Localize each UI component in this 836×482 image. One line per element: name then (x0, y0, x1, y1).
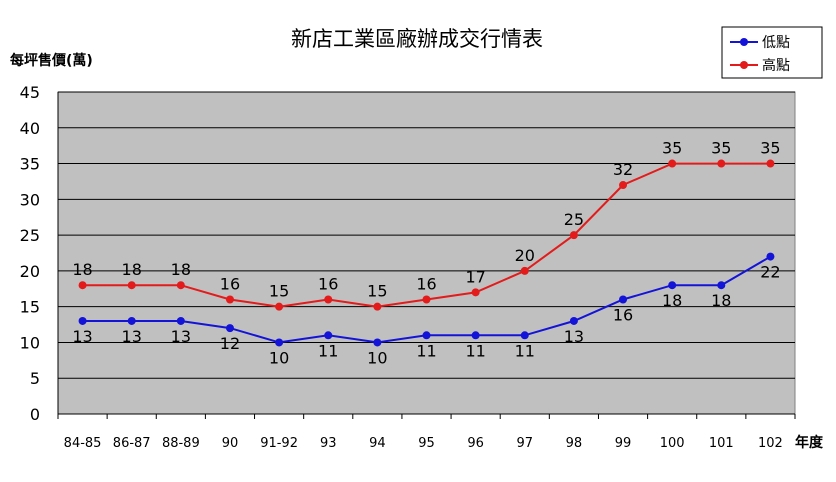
data-point (127, 281, 136, 290)
data-point (619, 181, 628, 190)
data-label: 11 (465, 341, 485, 360)
legend-swatch-marker (740, 38, 748, 46)
y-tick-label: 5 (30, 369, 40, 388)
x-tick-label: 100 (660, 436, 685, 451)
data-label: 13 (72, 327, 92, 346)
data-point (717, 159, 726, 168)
data-label: 18 (711, 291, 731, 310)
data-point (373, 302, 382, 311)
x-tick-label: 91-92 (260, 436, 298, 451)
y-axis-label: 每坪售價(萬) (10, 52, 93, 69)
legend-box (721, 26, 823, 79)
data-point (520, 266, 529, 275)
data-point (324, 331, 333, 340)
data-label: 22 (760, 263, 780, 282)
data-point (422, 295, 431, 304)
data-point (176, 316, 185, 325)
data-label: 12 (220, 334, 240, 353)
plot-background (57, 91, 796, 415)
data-label: 11 (416, 341, 436, 360)
data-label: 16 (318, 275, 338, 294)
y-tick-label: 25 (20, 226, 40, 245)
data-point (766, 252, 775, 261)
x-tick-label: 99 (615, 436, 632, 451)
data-point (78, 281, 87, 290)
data-point (668, 281, 677, 290)
data-label: 10 (367, 348, 387, 367)
data-point (225, 324, 234, 333)
data-point (569, 231, 578, 240)
data-point (668, 159, 677, 168)
data-point (569, 316, 578, 325)
data-label: 15 (367, 282, 387, 301)
data-point (471, 331, 480, 340)
data-label: 32 (613, 160, 633, 179)
x-tick-label: 101 (709, 436, 734, 451)
y-tick-label: 20 (20, 262, 40, 281)
x-tick-label: 98 (566, 436, 583, 451)
data-label: 16 (613, 306, 633, 325)
data-label: 20 (515, 246, 535, 265)
x-tick-label: 96 (467, 436, 484, 451)
y-tick-label: 15 (20, 298, 40, 317)
x-tick-label: 102 (758, 436, 783, 451)
data-label: 16 (220, 275, 240, 294)
data-point (225, 295, 234, 304)
legend-swatch-marker (740, 61, 748, 69)
x-tick-label: 93 (320, 436, 337, 451)
y-tick-label: 40 (20, 119, 40, 138)
data-point (422, 331, 431, 340)
data-label: 17 (465, 267, 485, 286)
data-point (717, 281, 726, 290)
y-tick-label: 45 (20, 83, 40, 102)
data-label: 13 (564, 327, 584, 346)
data-label: 35 (662, 139, 682, 158)
data-label: 18 (122, 260, 142, 279)
data-point (619, 295, 628, 304)
data-point (275, 338, 284, 347)
y-tick-label: 35 (20, 155, 40, 174)
data-point (520, 331, 529, 340)
data-point (373, 338, 382, 347)
data-point (766, 159, 775, 168)
data-label: 15 (269, 282, 289, 301)
legend-label: 高點 (762, 57, 790, 74)
data-label: 25 (564, 210, 584, 229)
data-point (324, 295, 333, 304)
x-tick-label: 90 (222, 436, 239, 451)
plot-area: 0 5 10 15 20 25 30 35 40 45 84-85 86-87 88-89 90 91-92… (20, 83, 796, 451)
x-tick-label: 88-89 (162, 436, 200, 451)
data-label: 13 (122, 327, 142, 346)
data-label: 10 (269, 348, 289, 367)
y-tick-label: 0 (30, 405, 40, 424)
y-tick-label: 10 (20, 333, 40, 352)
x-tick-label: 94 (369, 436, 386, 451)
chart-title: 新店工業區廠辦成交行情表 (291, 27, 543, 51)
x-tick-label: 95 (418, 436, 435, 451)
data-label: 35 (760, 139, 780, 158)
x-tick-label: 86-87 (113, 436, 151, 451)
x-tick-label: 97 (516, 436, 533, 451)
data-label: 11 (318, 341, 338, 360)
y-tick-label: 30 (20, 190, 40, 209)
data-point (176, 281, 185, 290)
data-label: 18 (171, 260, 191, 279)
x-tick-label: 84-85 (64, 436, 102, 451)
data-point (275, 302, 284, 311)
data-label: 13 (171, 327, 191, 346)
data-label: 16 (416, 275, 436, 294)
data-label: 18 (662, 291, 682, 310)
data-point (127, 316, 136, 325)
data-label: 35 (711, 139, 731, 158)
data-point (471, 288, 480, 297)
legend-label: 低點 (762, 35, 790, 51)
data-point (78, 316, 87, 325)
x-axis-label: 年度 (795, 434, 824, 451)
data-label: 18 (72, 260, 92, 279)
data-label: 11 (515, 341, 535, 360)
